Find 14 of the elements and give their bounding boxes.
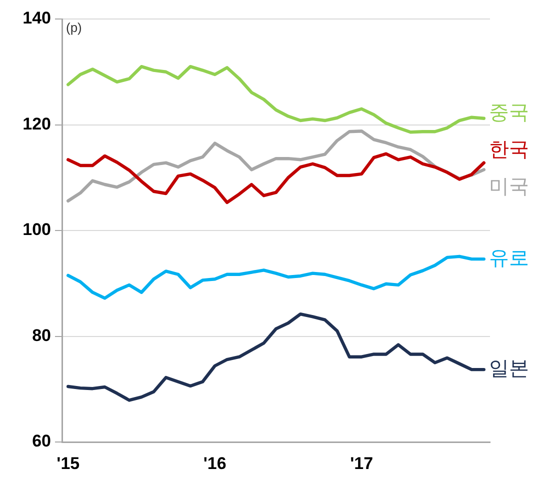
series-label: 일본 xyxy=(488,358,529,380)
x-tick-label: '17 xyxy=(350,454,374,473)
series-label: 한국 xyxy=(488,138,529,161)
y-tick-label: 140 xyxy=(22,8,51,28)
series-label: 미국 xyxy=(488,176,529,198)
y-tick-label: 60 xyxy=(32,432,51,451)
series-label: 유로 xyxy=(488,248,529,270)
y-tick-label: 100 xyxy=(22,220,51,240)
x-tick-label: '15 xyxy=(56,454,80,473)
y-tick-label: 80 xyxy=(32,326,51,345)
x-tick-label: '16 xyxy=(203,454,226,473)
series-label: 중국 xyxy=(488,102,529,124)
y-axis-title: (p) xyxy=(66,20,82,36)
y-tick-label: 120 xyxy=(22,114,51,134)
